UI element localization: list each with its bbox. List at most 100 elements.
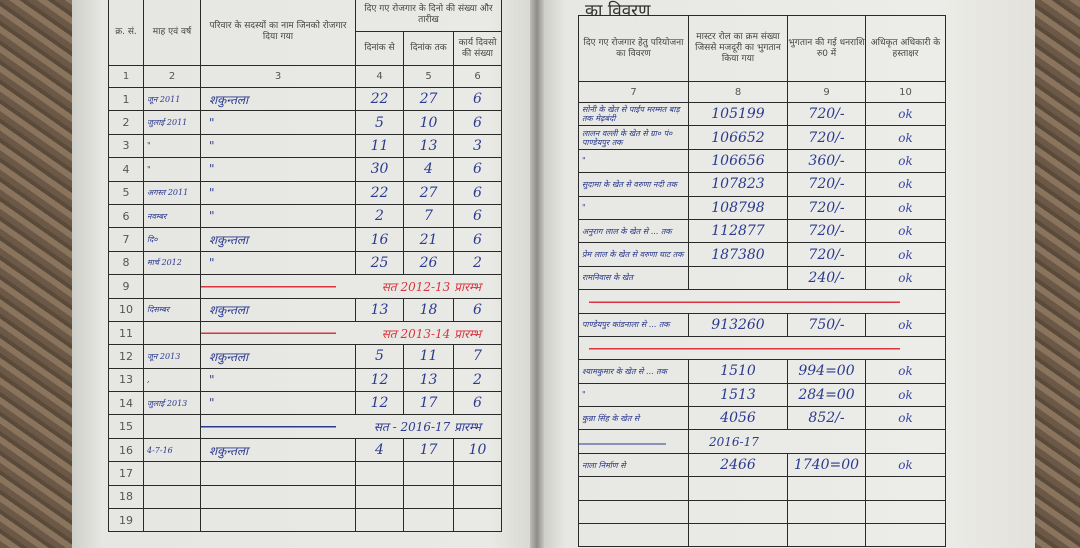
officer-signature-cell: ok <box>865 406 946 431</box>
header-muster-roll-number: मास्टर रोल का क्रम संख्या जिससे मजदूरी क… <box>688 15 788 82</box>
project-details-cell: अनुराग लाल के खेत से ... तक <box>578 218 689 244</box>
work-days-cell: 6 <box>452 203 503 229</box>
serial-number-cell: 13 <box>108 367 144 393</box>
table-row: 13, " 12 13 2 <box>108 367 503 393</box>
month-year-cell: अगस्त 2011 <box>143 180 201 205</box>
member-name-cell: " <box>200 203 356 229</box>
table-row: 12 जून 2013 शकुन्तला 5 11 7 <box>108 344 503 369</box>
work-days-cell: 2 <box>452 367 503 393</box>
date-to-cell: 7 <box>403 203 454 229</box>
employment-days-table: क्र. सं. माह एवं वर्ष परिवार के सदस्यों … <box>108 0 503 533</box>
project-details-cell: नाला निर्माण से <box>578 452 689 478</box>
month-year-cell: " <box>143 157 201 182</box>
date-from-cell <box>355 484 404 510</box>
table-row: 10 दिसम्बर शकुन्तला 13 18 6 <box>108 297 503 322</box>
serial-number-cell: 17 <box>108 461 144 486</box>
table-row: 15 सत - 2016-17 प्रारम्भ <box>108 414 503 439</box>
work-days-cell: 6 <box>452 157 503 182</box>
muster-roll-cell: 108798 <box>688 195 788 220</box>
work-days-cell <box>452 484 503 510</box>
work-days-cell: 6 <box>452 391 503 416</box>
table-row: 5 अगस्त 2011 " 22 27 6 <box>108 180 503 205</box>
muster-roll-cell: 105199 <box>688 101 788 127</box>
month-year-cell: जुलाई 2013 <box>143 391 201 416</box>
table-row: सुदामा के खेत से वरुणा नदी तक 107823 720/-… <box>578 172 946 197</box>
project-details-cell: रामनिवास के खेत <box>578 265 689 291</box>
table-row: 18 <box>108 484 503 510</box>
officer-signature-cell: ok <box>865 382 946 408</box>
officer-signature-cell: ok <box>865 452 946 478</box>
session-start-note: सत - 2016-17 प्रारम्भ <box>199 414 503 439</box>
month-year-cell: नवम्बर <box>143 203 201 229</box>
table-row: 3 " " 11 13 3 <box>108 133 503 159</box>
amount-paid-cell: 720/- <box>787 195 866 220</box>
date-from-cell: 22 <box>355 180 404 205</box>
work-days-cell: 6 <box>452 227 503 252</box>
date-from-cell: 4 <box>355 437 404 463</box>
member-name-cell <box>200 508 356 533</box>
table-row: लालन वल्ली के खेत से ग्रा० पं० पाण्डेयपु… <box>578 125 946 150</box>
date-from-cell: 22 <box>355 86 404 112</box>
red-divider-line <box>578 335 946 361</box>
table-row <box>578 289 946 314</box>
work-days-cell: 10 <box>452 437 503 463</box>
table-row: नाला निर्माण से 2466 1740=00 ok <box>578 452 946 478</box>
table-row: पाण्डेयपुर कांडनाला से ... तक 913260 750/-… <box>578 312 946 337</box>
project-details-cell: पाण्डेयपुर कांडनाला से ... तक <box>578 312 689 337</box>
work-days-cell: 3 <box>452 133 503 159</box>
work-days-cell: 6 <box>452 180 503 205</box>
date-from-cell: 30 <box>355 157 404 182</box>
header-officer-signature: अधिकृत अधिकारी के हस्ताक्षर <box>865 15 946 82</box>
serial-number-cell: 2 <box>108 110 144 135</box>
date-to-cell: 10 <box>403 110 454 135</box>
date-from-cell: 12 <box>355 367 404 393</box>
muster-roll-cell: 1513 <box>688 382 788 408</box>
date-to-cell: 26 <box>403 250 454 276</box>
date-from-cell: 5 <box>355 110 404 135</box>
muster-roll-cell: 4056 <box>688 406 788 431</box>
member-name-cell: " <box>200 110 356 135</box>
column-number: 9 <box>787 81 866 103</box>
officer-signature-cell: ok <box>865 218 946 244</box>
serial-number-cell: 6 <box>108 203 144 229</box>
work-days-cell: 2 <box>452 250 503 276</box>
date-from-cell <box>355 461 404 486</box>
project-details-cell: सुदामा के खेत से वरुणा नदी तक <box>578 172 689 197</box>
date-to-cell: 21 <box>403 227 454 252</box>
serial-number-cell: 1 <box>108 86 144 112</box>
date-to-cell: 17 <box>403 391 454 416</box>
month-year-cell: जून 2011 <box>143 86 201 112</box>
table-row: " 108798 720/- ok <box>578 195 946 220</box>
serial-number-cell: 9 <box>108 274 144 299</box>
date-from-cell: 5 <box>355 344 404 369</box>
project-payment-table: दिए गए रोजगार हेतु परियोजना का विवरण मास… <box>578 15 946 548</box>
officer-signature-cell: ok <box>865 242 946 267</box>
date-from-cell: 13 <box>355 297 404 322</box>
project-details-cell: " <box>578 195 689 220</box>
officer-signature-cell: ok <box>865 359 946 384</box>
work-days-cell: 6 <box>452 86 503 112</box>
table-row: प्रेम लाल के खेत से वरुणा घाट तक 187380 72… <box>578 242 946 267</box>
project-details-cell: " <box>578 148 689 174</box>
header-date-from: दिनांक से <box>355 31 404 66</box>
officer-signature-cell: ok <box>865 172 946 197</box>
project-details-cell: लालन वल्ली के खेत से ग्रा० पं० पाण्डेयपु… <box>578 125 689 150</box>
amount-paid-cell <box>787 476 866 501</box>
column-number: 4 <box>355 65 404 88</box>
member-name-cell <box>200 461 356 486</box>
amount-paid-cell <box>787 523 866 548</box>
month-year-cell: दिसम्बर <box>143 297 201 322</box>
muster-roll-cell: 187380 <box>688 242 788 267</box>
table-row: श्यामकुमार के खेत से ... तक 1510 994=00 ok <box>578 359 946 384</box>
table-row: 2016-17 <box>578 429 946 454</box>
muster-roll-cell: 2466 <box>688 452 788 478</box>
date-to-cell <box>403 484 454 510</box>
member-name-cell: शकुन्तला <box>200 344 356 369</box>
member-name-cell: " <box>200 180 356 205</box>
serial-number-cell: 19 <box>108 508 144 533</box>
table-row <box>578 335 946 361</box>
signature-cell <box>865 429 946 454</box>
serial-number-cell: 8 <box>108 250 144 276</box>
date-to-cell: 18 <box>403 297 454 322</box>
table-row: कुन्ना सिंह के खेत से 4056 852/- ok <box>578 406 946 431</box>
